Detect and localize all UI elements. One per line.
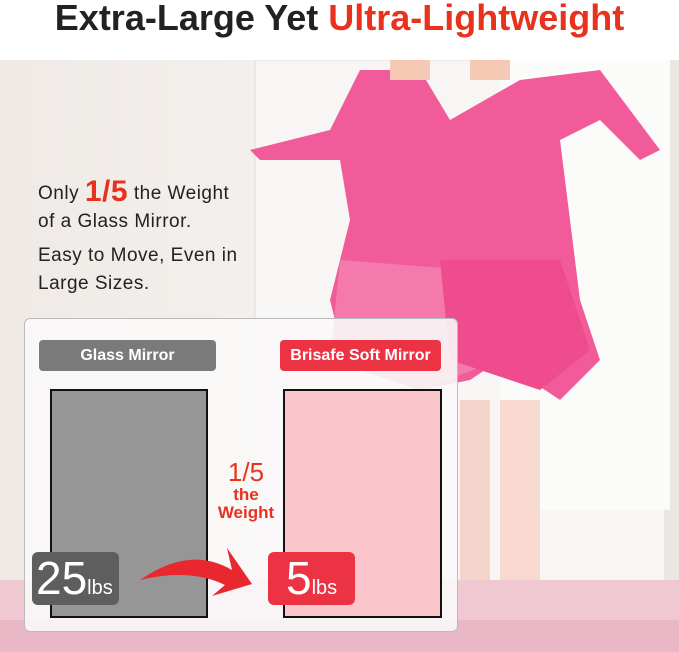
copy-text: Only	[38, 183, 85, 204]
feature-copy: Only 1/5 the Weight of a Glass Mirror. E…	[38, 175, 238, 298]
ratio-text: Weight	[217, 503, 275, 522]
soft-weight-badge: 5lbs	[268, 552, 355, 605]
ratio-value: 1/5	[227, 457, 265, 487]
glass-mirror-label: Glass Mirror	[39, 340, 216, 371]
copy-text: of a Glass Mirror.	[38, 211, 192, 232]
copy-text: Large Sizes.	[38, 273, 150, 294]
glass-weight-badge: 25lbs	[32, 552, 119, 605]
copy-text: Easy to Move, Even in	[38, 245, 238, 266]
headline: Extra-Large Yet Ultra-Lightweight	[0, 0, 679, 60]
glass-weight-unit: lbs	[87, 577, 113, 599]
ratio-text: the	[233, 485, 259, 504]
ratio-label: 1/5 the Weight	[208, 458, 284, 522]
soft-mirror-label: Brisafe Soft Mirror	[280, 340, 441, 371]
copy-text: the Weight	[128, 183, 230, 204]
glass-weight-value: 25	[36, 552, 88, 604]
soft-weight-value: 5	[286, 552, 312, 604]
headline-prefix: Extra-Large Yet	[54, 0, 329, 38]
headline-highlight: Ultra-Lightweight	[328, 0, 625, 38]
soft-weight-unit: lbs	[311, 577, 338, 599]
copy-fraction: 1/5	[84, 175, 129, 208]
